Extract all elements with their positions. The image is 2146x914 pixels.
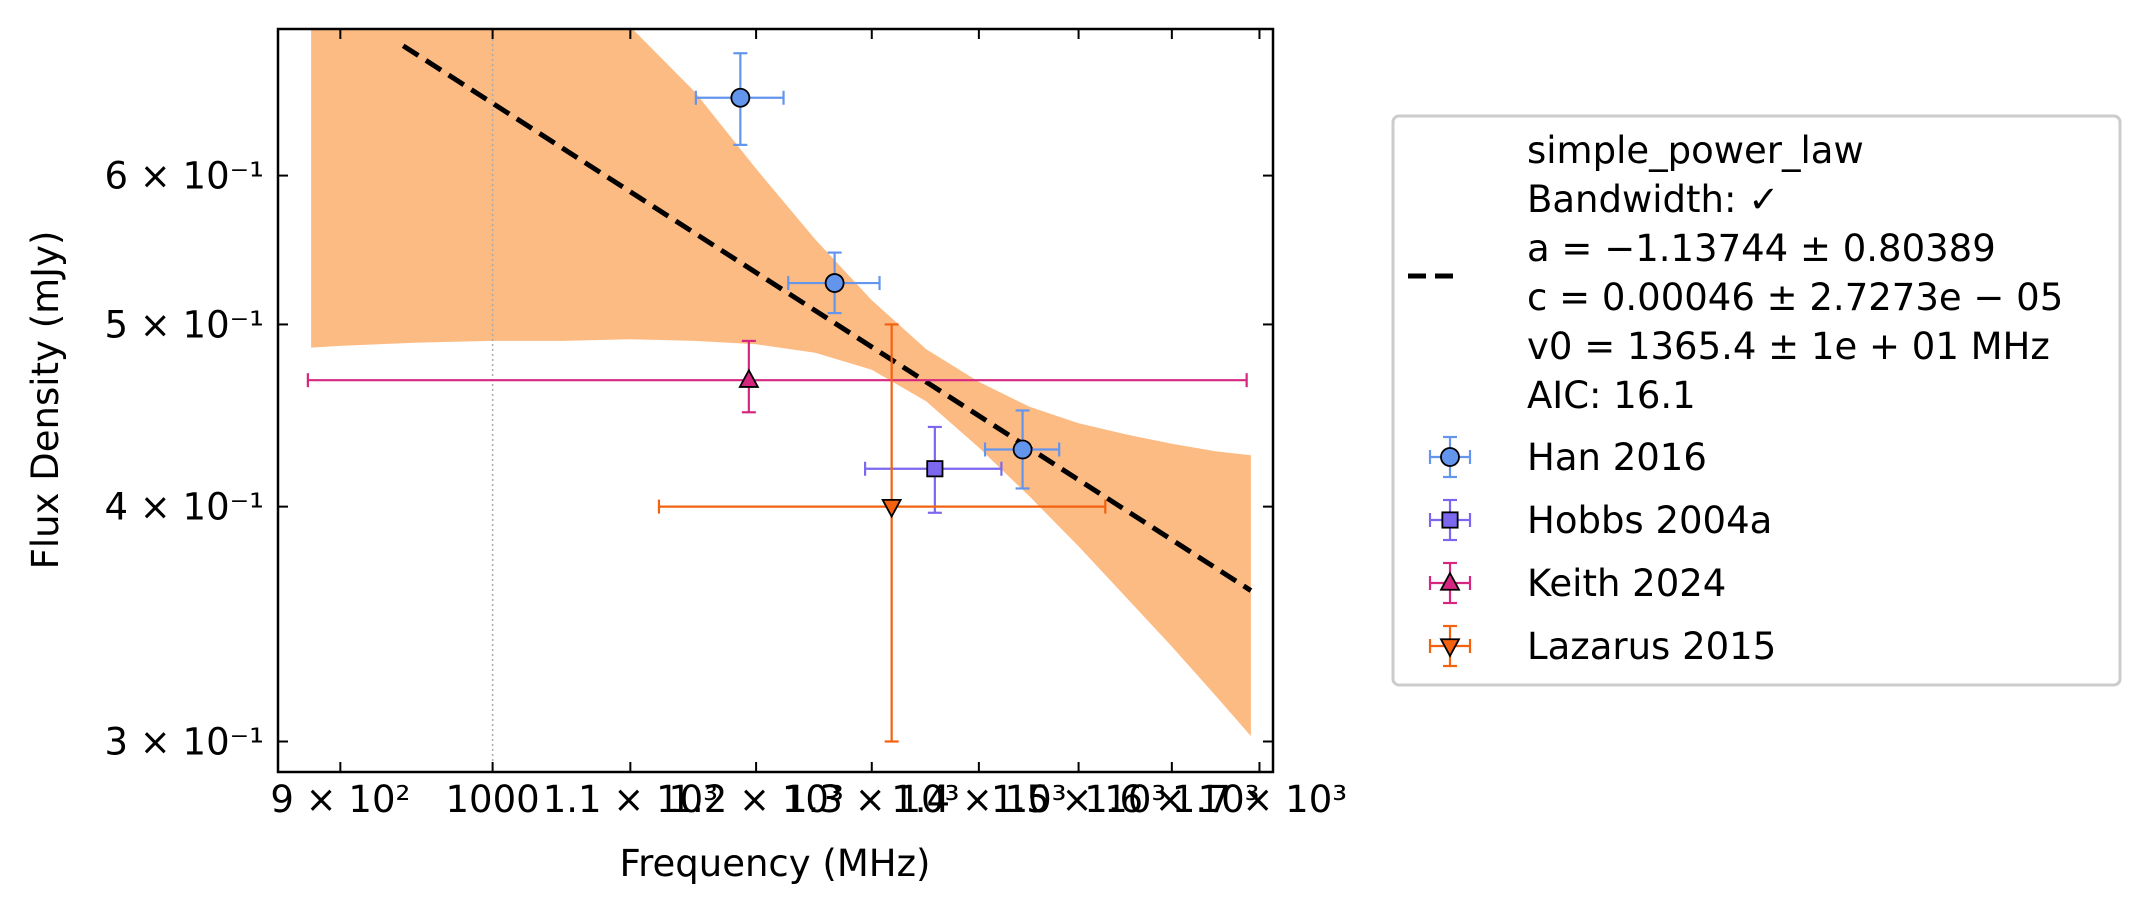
plot-frame [276,27,1275,774]
point-marker [738,368,760,388]
legend-fit-line: simple_power_law [1527,129,1864,172]
legend-fit-text: simple_power_law Bandwidth: ✓ a = −1.13744… [1527,129,2063,417]
x-tick-label: 1.4 × 10³ [891,778,1066,821]
legend-marker [1441,511,1459,529]
legend-fit-line: a = −1.13744 ± 0.80389 [1527,227,1996,270]
point-marker [881,498,903,519]
legend-fit-line: v0 = 1365.4 ± 1e + 01 MHz [1527,325,2050,368]
data-point [983,409,1061,490]
x-tick-label: 1.6 × 10³ [1084,778,1259,821]
y-tick-label: 5 × 10⁻¹ [104,303,264,346]
x-tick-label: 1000 [446,778,540,821]
legend-box [1391,114,2122,687]
legend-series-entries: Han 2016 Hobbs 2004a Keith 2024 Lazarus 201… [1428,435,1776,668]
x-tick-label: 1.7 × 10³ [1172,778,1347,821]
y-axis-ticks: 3 × 10⁻¹ 4 × 10⁻¹ 5 × 10⁻¹ 6 × 10⁻¹ [104,155,1273,764]
x-tick-label: 1.2 × 10³ [668,778,843,821]
plot-area [306,29,1253,772]
x-tick-label: 9 × 10² [270,778,410,821]
data-point [694,52,785,146]
data-point [306,339,1248,414]
legend-label: Keith 2024 [1527,562,1726,605]
y-tick-label: 3 × 10⁻¹ [104,721,264,764]
legend-marker [1439,571,1461,591]
data-point [787,251,881,315]
legend-marker [1440,447,1460,467]
legend-label: Hobbs 2004a [1527,499,1772,542]
y-tick-label: 4 × 10⁻¹ [104,486,264,529]
fit-confidence-band [311,29,1251,737]
x-tick-label: 1.1 × 10³ [543,778,718,821]
y-axis-label: Flux Density (mJy) [24,231,67,570]
legend-entry: Keith 2024 [1428,561,1726,605]
legend-fit-line: c = 0.00046 ± 2.7273e − 05 [1527,276,2063,319]
x-tick-label: 1.5 × 10³ [991,778,1166,821]
legend-entry: Hobbs 2004a [1428,498,1772,542]
y-tick-label: 6 × 10⁻¹ [104,155,264,198]
legend-fit-line: AIC: 16.1 [1527,374,1696,417]
data-points [306,52,1248,743]
legend-fit-line: Bandwidth: ✓ [1527,178,1779,221]
point-marker [824,273,845,293]
legend-entry: Lazarus 2015 [1428,624,1776,668]
point-marker [730,87,751,108]
legend-marker [1439,638,1461,658]
legend-label: Han 2016 [1527,436,1707,479]
x-axis-label: Frequency (MHz) [620,842,931,885]
legend-entry: Han 2016 [1428,435,1707,479]
legend: simple_power_law Bandwidth: ✓ a = −1.13744… [1391,114,2122,687]
x-tick-label: 1.3 × 10³ [784,778,959,821]
data-point [657,323,1107,743]
legend-label: Lazarus 2015 [1527,625,1776,668]
point-marker [926,460,944,478]
data-point [863,425,1003,514]
fit-line [401,43,1253,593]
point-marker [1012,439,1033,460]
